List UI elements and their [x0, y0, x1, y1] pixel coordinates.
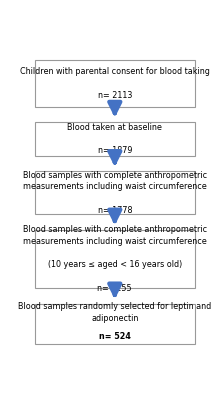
FancyBboxPatch shape — [35, 304, 195, 344]
Text: n= 524: n= 524 — [99, 332, 131, 342]
Text: Children with parental consent for blood taking

n= 2113: Children with parental consent for blood… — [20, 67, 210, 100]
FancyBboxPatch shape — [35, 122, 195, 156]
FancyBboxPatch shape — [35, 171, 195, 214]
Text: Blood samples randomly selected for leptin and
adiponectin: Blood samples randomly selected for lept… — [18, 302, 211, 334]
Text: Blood samples with complete anthropometric
measurements including waist circumfe: Blood samples with complete anthropometr… — [23, 225, 207, 293]
Text: Blood samples with complete anthropometric
measurements including waist circumfe: Blood samples with complete anthropometr… — [23, 170, 207, 215]
Text: Blood taken at baseline

n= 1879: Blood taken at baseline n= 1879 — [67, 122, 162, 155]
FancyBboxPatch shape — [35, 230, 195, 288]
FancyBboxPatch shape — [35, 60, 195, 106]
